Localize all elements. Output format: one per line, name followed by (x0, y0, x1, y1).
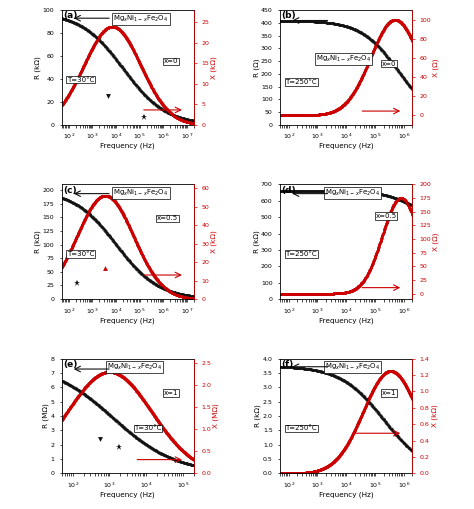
X-axis label: Frequency (Hz): Frequency (Hz) (319, 317, 374, 324)
Text: T=250°C: T=250°C (285, 79, 317, 85)
Text: Mg$_x$Ni$_{1-x}$Fe$_2$O$_4$: Mg$_x$Ni$_{1-x}$Fe$_2$O$_4$ (316, 54, 371, 64)
Y-axis label: X (kΩ): X (kΩ) (210, 56, 217, 79)
Text: Mg$_x$Ni$_{1-x}$Fe$_2$O$_4$: Mg$_x$Ni$_{1-x}$Fe$_2$O$_4$ (113, 14, 169, 24)
Text: Mg$_x$Ni$_{1-x}$Fe$_2$O$_4$: Mg$_x$Ni$_{1-x}$Fe$_2$O$_4$ (107, 362, 162, 373)
Y-axis label: X (kΩ): X (kΩ) (210, 231, 217, 253)
Text: x=0.5: x=0.5 (375, 213, 396, 219)
Text: Mg$_x$Ni$_{1-x}$Fe$_2$O$_4$: Mg$_x$Ni$_{1-x}$Fe$_2$O$_4$ (113, 188, 169, 198)
X-axis label: Frequency (Hz): Frequency (Hz) (100, 317, 155, 324)
Text: (a): (a) (63, 11, 77, 20)
Text: T=30°C: T=30°C (67, 251, 94, 257)
Text: x=0: x=0 (164, 59, 178, 64)
Y-axis label: X (kΩ): X (kΩ) (431, 405, 438, 428)
Text: Mg$_x$Ni$_{1-x}$Fe$_2$O$_4$: Mg$_x$Ni$_{1-x}$Fe$_2$O$_4$ (325, 362, 381, 373)
Text: T=250°C: T=250°C (285, 425, 317, 431)
Text: Mg$_x$Ni$_{1-x}$Fe$_2$O$_4$: Mg$_x$Ni$_{1-x}$Fe$_2$O$_4$ (325, 188, 381, 198)
Text: x=0: x=0 (382, 61, 396, 67)
Text: x=0.5: x=0.5 (157, 215, 178, 221)
Y-axis label: X (Ω): X (Ω) (433, 58, 439, 77)
Y-axis label: R (kΩ): R (kΩ) (253, 231, 260, 253)
Y-axis label: R (kΩ): R (kΩ) (35, 231, 41, 253)
Text: T=250°C: T=250°C (285, 251, 317, 257)
Text: (f): (f) (282, 360, 293, 369)
Text: (d): (d) (282, 186, 296, 194)
Text: T=30°C: T=30°C (135, 425, 162, 431)
Y-axis label: R (kΩ): R (kΩ) (35, 56, 41, 79)
Y-axis label: R (MΩ): R (MΩ) (42, 404, 49, 429)
Y-axis label: X (Ω): X (Ω) (433, 233, 439, 251)
Text: T=30°C: T=30°C (67, 77, 94, 82)
X-axis label: Frequency (Hz): Frequency (Hz) (319, 491, 374, 498)
X-axis label: Frequency (Hz): Frequency (Hz) (100, 143, 155, 149)
Y-axis label: R (Ω): R (Ω) (253, 58, 260, 77)
Y-axis label: X (MΩ): X (MΩ) (213, 404, 219, 429)
Y-axis label: R (kΩ): R (kΩ) (255, 405, 261, 428)
Text: x=1: x=1 (382, 390, 396, 395)
Text: (c): (c) (63, 186, 77, 194)
X-axis label: Frequency (Hz): Frequency (Hz) (100, 491, 155, 498)
Text: x=1: x=1 (164, 390, 178, 395)
X-axis label: Frequency (Hz): Frequency (Hz) (319, 143, 374, 149)
Text: (b): (b) (282, 11, 296, 20)
Text: (e): (e) (63, 360, 77, 369)
